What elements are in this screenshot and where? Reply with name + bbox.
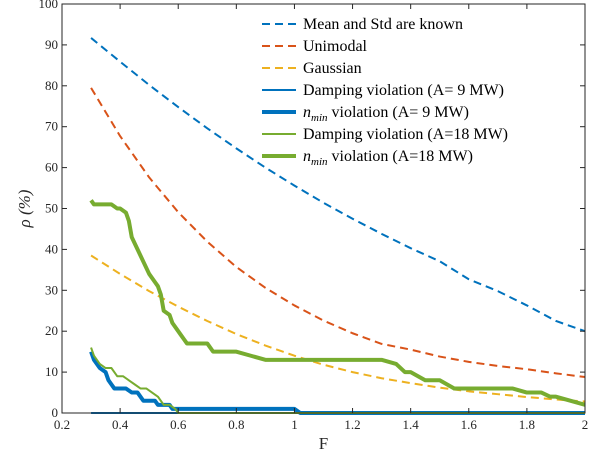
legend-label-unimodal: Unimodal	[303, 38, 368, 55]
y-axis-label: ρ (%)	[15, 189, 34, 228]
y-tick-label: 60	[45, 160, 58, 175]
series-line-gaussian	[90, 254, 586, 403]
series-line-n-min-violation-a-18-mw	[89, 199, 586, 407]
y-tick-label: 30	[45, 282, 58, 297]
y-tick-label: 50	[45, 201, 58, 216]
legend-label-mean-and-std-are-known: Mean and Std are known	[303, 16, 463, 33]
legend-label-n-min-violation-a-9-mw: nmin violation (A= 9 MW)	[303, 104, 469, 124]
legend-label-gaussian: Gaussian	[303, 60, 362, 77]
y-tick-label: 100	[39, 0, 59, 11]
plot-area	[62, 4, 585, 413]
x-tick-label: 0.8	[228, 417, 244, 432]
series-line-mean-and-std-are-known	[90, 37, 586, 333]
x-tick-label: 0.6	[170, 417, 187, 432]
x-tick-label: 0.4	[112, 417, 129, 432]
x-tick-label: 2	[582, 417, 589, 432]
x-tick-label: 1.8	[519, 417, 535, 432]
y-tick-label: 20	[45, 323, 58, 338]
x-tick-label: 1.4	[403, 417, 420, 432]
y-tick-label: 0	[52, 405, 59, 420]
y-tick-label: 40	[45, 241, 58, 256]
axes: 0.2 0.4 0.6 0.8 1 1.2 1.4 1.6 1.8 201020304050607…	[39, 0, 589, 432]
x-tick-label: 1.2	[344, 417, 360, 432]
x-tick-label: 1.6	[461, 417, 478, 432]
series-line-n-min-violation-a-9-mw	[89, 350, 585, 415]
y-tick-label: 80	[45, 78, 58, 93]
x-tick-label: 1	[291, 417, 298, 432]
legend: Mean and Std are known Unimodal Gaussian Da…	[262, 16, 508, 168]
series-line-damping-violation-a-18-mw	[90, 347, 585, 414]
series-line-unimodal	[90, 87, 586, 379]
x-tick-label: 0.2	[54, 417, 70, 432]
legend-label-damping-violation-a-9-mw: Damping violation (A= 9 MW)	[303, 82, 504, 99]
plot-background	[62, 4, 585, 413]
y-tick-label: 90	[45, 37, 58, 52]
y-tick-label: 10	[45, 364, 58, 379]
legend-label-n-min-violation-a-18-mw: nmin violation (A=18 MW)	[303, 148, 473, 168]
x-axis-label: F	[319, 434, 328, 453]
legend-label-damping-violation-a-18-mw: Damping violation (A=18 MW)	[303, 126, 508, 143]
y-tick-label: 70	[45, 119, 58, 134]
